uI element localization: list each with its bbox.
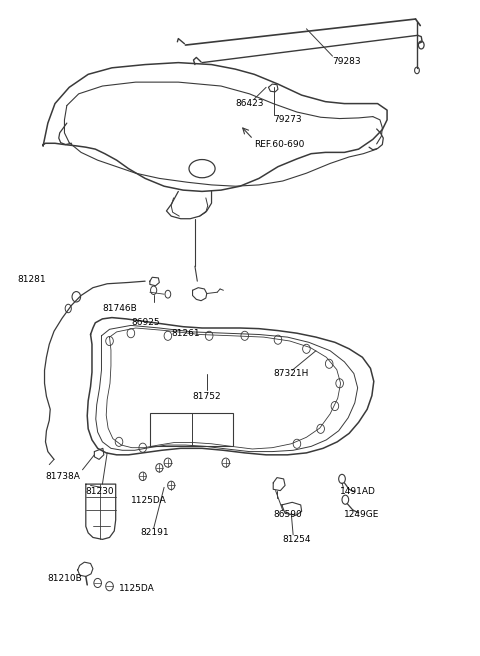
Text: 1491AD: 1491AD — [340, 487, 375, 497]
Text: 1125DA: 1125DA — [131, 496, 167, 505]
Text: 79273: 79273 — [273, 115, 302, 125]
Text: 87321H: 87321H — [273, 369, 309, 378]
Text: 81210B: 81210B — [48, 574, 83, 583]
Text: 81738A: 81738A — [46, 472, 80, 481]
Text: 86423: 86423 — [235, 99, 264, 108]
Text: 81261: 81261 — [171, 329, 200, 338]
Text: 86590: 86590 — [273, 510, 302, 519]
Text: 81230: 81230 — [86, 487, 114, 497]
Text: 1249GE: 1249GE — [344, 510, 380, 519]
Text: 81254: 81254 — [283, 535, 311, 544]
Text: 81281: 81281 — [17, 275, 46, 283]
Text: 1125DA: 1125DA — [119, 584, 155, 592]
Text: 81752: 81752 — [192, 392, 221, 401]
Text: REF.60-690: REF.60-690 — [254, 140, 305, 149]
Text: 81746B: 81746B — [102, 304, 137, 313]
Text: 86925: 86925 — [131, 318, 159, 327]
Text: 82191: 82191 — [140, 528, 169, 537]
Text: 79283: 79283 — [333, 57, 361, 66]
